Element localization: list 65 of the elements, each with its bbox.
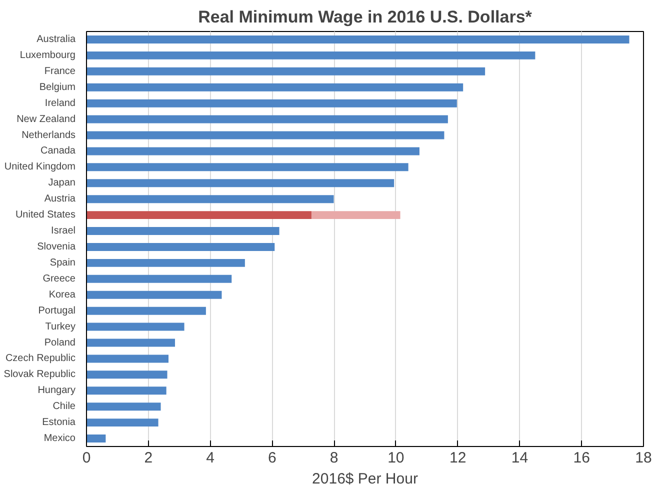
x-tick-label: 8 [330,450,338,466]
y-tick-label: Japan [48,178,76,189]
bar [86,83,464,92]
bar [86,115,448,124]
bar [86,99,457,108]
y-tick-label: Portugal [38,305,76,316]
y-tick-label: France [44,66,76,77]
bar [86,211,312,220]
y-tick-label: New Zealand [16,114,76,125]
bar [86,322,184,331]
bar [86,242,275,251]
x-tick-label: 4 [206,450,214,466]
chart-title: Real Minimum Wage in 2016 U.S. Dollars* [198,8,532,26]
y-tick-label: Luxembourg [20,50,76,61]
y-tick-label: Chile [52,401,76,412]
x-tick-label: 6 [268,450,276,466]
bar [311,211,400,220]
y-tick-label: Slovenia [37,241,76,252]
x-tick-label: 12 [449,450,466,466]
bar [86,67,486,76]
bar [86,434,106,443]
bar [86,147,420,156]
y-tick-label: Canada [40,146,76,157]
bar [86,338,175,347]
y-tick-label: Slovak Republic [4,369,76,380]
x-tick-label: 10 [388,450,404,466]
bar [86,258,245,267]
bar [86,354,169,363]
x-tick-label: 14 [511,450,528,466]
bar [86,227,280,236]
y-tick-label: Estonia [42,417,76,428]
y-tick-label: Greece [42,273,76,284]
bar [86,131,444,140]
y-tick-label: United States [15,210,76,221]
bar [86,306,206,315]
y-tick-label: United Kingdom [4,162,76,173]
x-tick-label: 2 [144,450,153,466]
x-tick-label: 0 [82,450,91,466]
bar [86,386,166,395]
y-tick-label: Ireland [44,98,76,109]
y-tick-label: Turkey [45,321,76,332]
y-tick-label: Austria [44,194,76,205]
x-tick-label: 16 [573,450,590,466]
bar [86,290,222,299]
bar [86,163,408,172]
y-tick-label: Netherlands [22,130,76,141]
bar [86,418,158,427]
bar [86,51,536,60]
bar [86,370,168,379]
y-tick-label: Mexico [44,433,76,444]
bar [86,402,161,411]
bar [86,179,394,188]
y-tick-label: Hungary [38,385,76,396]
y-tick-label: Czech Republic [5,353,76,364]
y-tick-label: Israel [51,226,76,237]
bar [86,274,232,283]
y-tick-label: Australia [36,34,76,45]
y-tick-label: Spain [50,257,76,268]
bar [86,195,334,204]
x-tick-label: 18 [635,450,652,466]
y-tick-label: Korea [48,289,76,300]
y-tick-label: Poland [44,337,76,348]
x-axis-title: 2016$ Per Hour [312,470,418,488]
bar [86,35,630,44]
y-tick-label: Belgium [39,82,76,93]
